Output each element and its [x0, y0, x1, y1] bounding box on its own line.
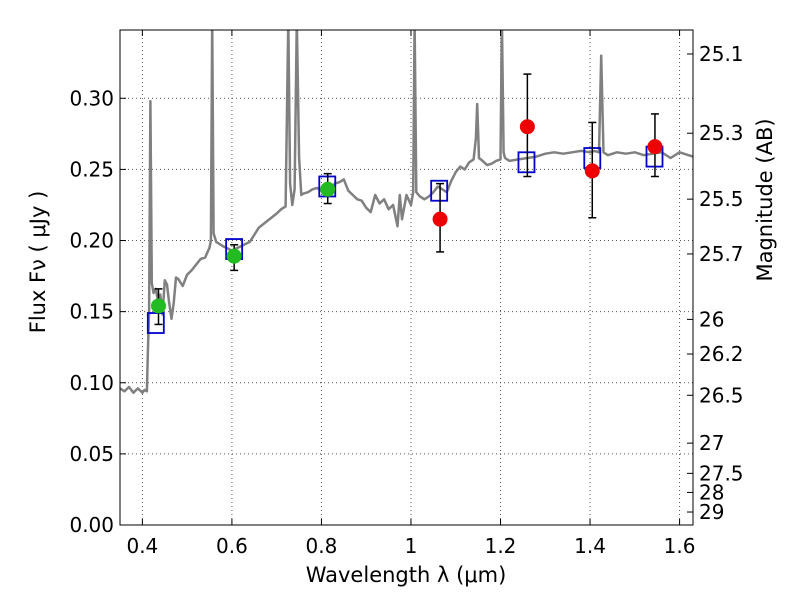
x-tick-label: 0.6 [216, 534, 248, 558]
y-tick-label: 0.30 [69, 86, 114, 110]
spectrum-layer [120, 30, 693, 394]
magnitude-tick-label: 28 [699, 480, 724, 504]
x-tick-label: 1.4 [574, 534, 606, 558]
x-tick-label: 1.6 [664, 534, 696, 558]
model-square [430, 179, 449, 202]
photometry-point [150, 298, 166, 314]
axis-ticks: 0.4 0.6 0.8 1 1.2 1.4 1.6 0.00 0.05 0.10 0.15 0.20 0… [69, 30, 744, 558]
photometry-point [519, 119, 535, 135]
photometry-point [320, 181, 336, 197]
photometry-point [647, 139, 663, 155]
magnitude-tick-label: 25.3 [699, 121, 744, 145]
magnitude-tick-label: 29 [699, 500, 724, 524]
grid [120, 30, 693, 526]
magnitude-tick-label: 26.2 [699, 342, 744, 366]
x-tick-label: 0.8 [306, 534, 338, 558]
y-axis-label: Flux Fν ( μJy ) [26, 191, 50, 334]
model-square [146, 312, 165, 334]
x-axis-label: Wavelength λ (μm) [306, 563, 507, 587]
x-tick-label: 1.2 [485, 534, 517, 558]
model-spectrum-line [120, 30, 693, 394]
plot-frame [119, 29, 694, 526]
magnitude-tick-label: 26 [699, 307, 724, 331]
magnitude-tick-label: 27 [699, 431, 724, 455]
magnitude-tick-label: 25.7 [699, 242, 744, 266]
model-square [517, 151, 536, 174]
photometry-point [226, 248, 242, 264]
y-tick-label: 0.20 [69, 229, 114, 253]
magnitude-tick-label: 27.5 [699, 461, 744, 485]
magnitude-axis-label: Magnitude (AB) [753, 118, 777, 281]
magnitude-tick-label: 25.5 [699, 187, 744, 211]
photometry-layer [150, 73, 663, 326]
y-tick-label: 0.15 [69, 300, 114, 324]
photometry-point [584, 163, 600, 179]
y-tick-label: 0.00 [69, 513, 114, 537]
photometry-point [432, 211, 448, 227]
magnitude-tick-label: 25.1 [699, 42, 744, 66]
x-tick-label: 0.4 [126, 534, 158, 558]
x-tick-label: 1 [405, 534, 418, 558]
y-tick-label: 0.25 [69, 157, 114, 181]
y-tick-label: 0.05 [69, 442, 114, 466]
magnitude-tick-label: 26.5 [699, 383, 744, 407]
y-tick-label: 0.10 [69, 371, 114, 395]
